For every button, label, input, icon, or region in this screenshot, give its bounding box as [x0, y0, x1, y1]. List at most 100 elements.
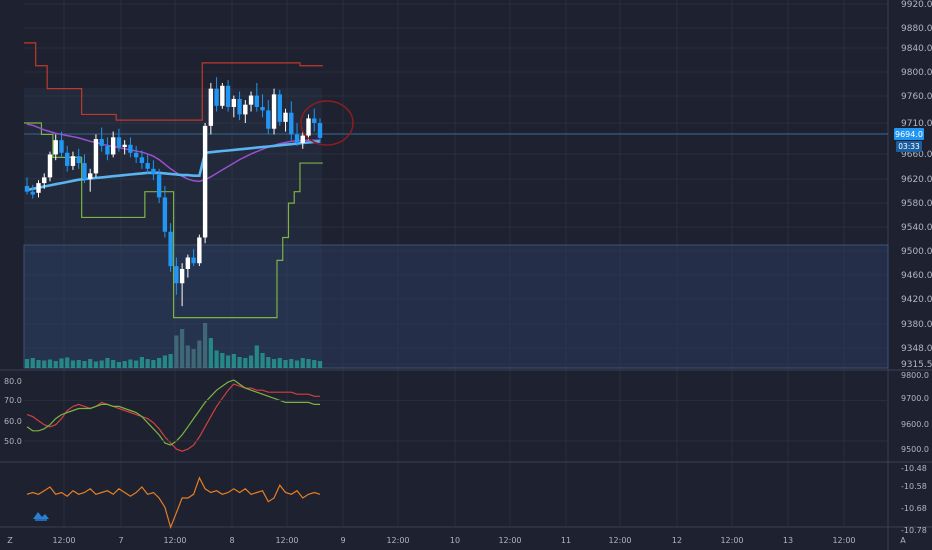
candle-body-15: [110, 137, 116, 155]
axis-layer: 9920.09880.09840.09800.09760.09710.09660…: [4, 0, 932, 545]
candle-body-25: [168, 231, 173, 267]
price-tick-label: 9380.0: [901, 320, 932, 330]
volume-bar-46: [289, 359, 294, 368]
candle-body-48: [300, 135, 305, 144]
candle-body-19: [133, 152, 139, 158]
candle-body-40: [254, 95, 260, 107]
rsi-right-tick-label: 9600.0: [901, 420, 929, 429]
time-tick-label: 12:00: [52, 536, 75, 545]
time-tick-label: 10: [450, 536, 460, 545]
time-tick-label: 11: [561, 536, 571, 545]
candle-body-43: [271, 94, 277, 129]
price-tick-label: 9620.0: [901, 175, 932, 185]
countdown-label: 03:33: [898, 142, 920, 151]
rsi-layer: [24, 379, 888, 452]
volume-bar-16: [116, 362, 122, 368]
time-tick-label: 12:00: [832, 536, 855, 545]
candle-body-5: [53, 140, 58, 155]
volume-bar-31: [202, 323, 208, 368]
candle-body-26: [174, 266, 179, 284]
volume-bar-7: [65, 357, 70, 368]
volume-bar-17: [122, 361, 127, 368]
price-tick-label: 9710.0: [901, 119, 932, 129]
rsi-left-tick-label: 80.0: [4, 377, 22, 386]
volume-bar-49: [306, 359, 311, 368]
price-tick-label: 9348.0: [901, 344, 932, 354]
price-tick-label: 9460.0: [901, 271, 932, 281]
oscillator-tick-label: -10.48: [901, 464, 927, 473]
volume-bar-2: [36, 360, 41, 368]
candle-body-1: [30, 191, 35, 195]
volume-bar-23: [157, 358, 162, 368]
volume-bar-27: [180, 329, 185, 368]
volume-bar-0: [24, 359, 30, 368]
volume-bar-37: [237, 357, 242, 368]
volume-bar-35: [225, 355, 231, 368]
time-tick-label: 12:00: [275, 536, 298, 545]
rsi-right-tick-label: 9700.0: [901, 394, 929, 403]
volume-bar-41: [260, 353, 265, 368]
volume-bar-14: [105, 358, 110, 368]
time-tick-label: 7: [118, 536, 123, 545]
tradingview-logo-icon: [33, 512, 49, 521]
candle-body-35: [225, 85, 231, 107]
candle-body-29: [191, 257, 196, 264]
annotation-circle[interactable]: [300, 100, 354, 146]
candle-body-49: [306, 118, 311, 136]
candle-body-13: [99, 139, 104, 146]
candle-body-33: [214, 88, 219, 106]
volume-bar-40: [254, 345, 259, 368]
price-tick-label: 9660.0: [901, 150, 932, 160]
oscillator-line: [26, 476, 321, 530]
volume-bar-22: [151, 360, 156, 368]
price-tick-label: 9315.5: [901, 360, 932, 370]
price-tick-label: 9580.0: [901, 199, 932, 209]
volume-bar-26: [174, 335, 179, 368]
price-tick-label: 9500.0: [901, 247, 932, 257]
time-tick-label: 12:00: [386, 536, 409, 545]
price-tag: 9694.0 03:33: [894, 128, 924, 152]
candle-body-46: [289, 112, 294, 135]
volume-bar-42: [266, 357, 271, 368]
time-tick-label: 8: [229, 536, 234, 545]
volume-bar-39: [248, 355, 254, 368]
candle-body-17: [122, 144, 127, 148]
line-layer: [26, 123, 321, 192]
oscillator-tick-label: -10.68: [901, 504, 927, 513]
rsi-left-tick-label: 60.0: [4, 417, 22, 426]
rsi-left-tick-label: 70.0: [4, 396, 22, 405]
rsi-series-1: [26, 379, 320, 446]
candle-body-11: [87, 173, 93, 180]
candle-body-37: [237, 98, 242, 115]
ma-blue-line: [26, 140, 321, 192]
candle-body-30: [197, 237, 202, 264]
time-tick-label: 12:00: [608, 536, 631, 545]
price-tick-label: 9800.0: [901, 68, 932, 78]
candle-body-4: [47, 154, 53, 178]
candle-body-10: [82, 163, 87, 180]
volume-bar-9: [76, 360, 81, 368]
volume-bar-12: [93, 361, 99, 368]
volume-bar-1: [30, 358, 35, 368]
candle-body-44: [277, 94, 282, 122]
volume-bar-47: [294, 360, 300, 368]
volume-bar-25: [168, 354, 173, 368]
oscillator-tick-label: -10.58: [901, 482, 927, 491]
candle-body-2: [36, 183, 41, 193]
volume-bar-29: [191, 349, 196, 368]
channel-upper-line: [24, 42, 323, 121]
price-tick-label: 9540.0: [901, 223, 932, 233]
candle-body-36: [231, 98, 237, 107]
time-tick-label: 12: [672, 536, 682, 545]
volume-bar-48: [300, 358, 305, 368]
volume-bar-30: [197, 340, 202, 368]
candle-body-3: [42, 177, 47, 184]
volume-bar-34: [220, 353, 225, 368]
highlight-zone: [23, 244, 889, 369]
volume-bar-44: [277, 358, 282, 368]
volume-bar-43: [271, 359, 277, 368]
candle-body-51: [317, 123, 323, 138]
volume-bar-4: [47, 359, 53, 368]
